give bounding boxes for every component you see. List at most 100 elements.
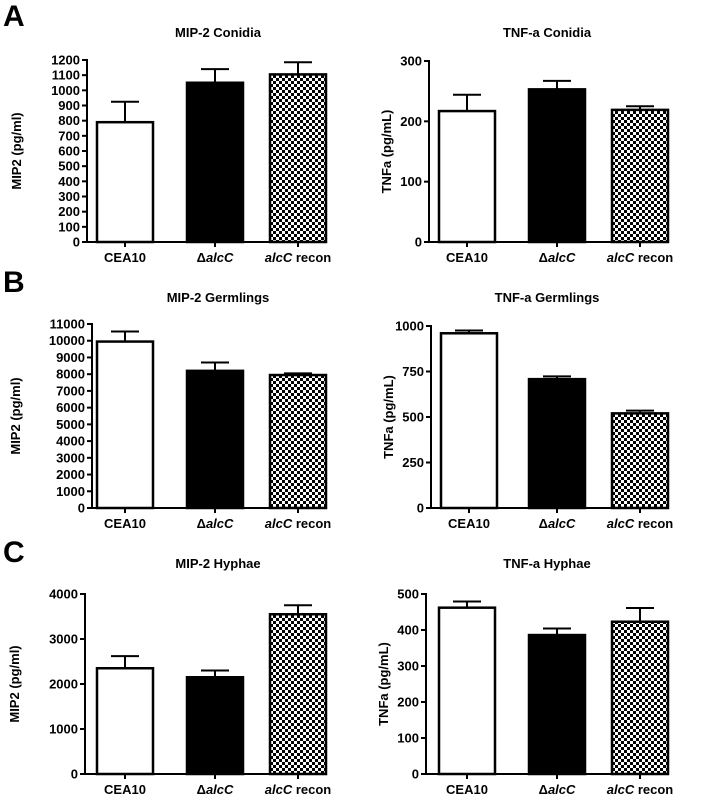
bar-dalcc — [527, 88, 587, 244]
bar-dalcc — [527, 633, 587, 776]
bar-dalcc — [527, 377, 587, 510]
chart-title: MIP-2 Conidia — [175, 25, 262, 40]
y-tick-label: 900 — [58, 98, 80, 113]
y-tick-label: 10000 — [49, 333, 85, 348]
chart-title: TNF-a Germlings — [495, 290, 600, 305]
bar-alcc-recon — [268, 73, 328, 244]
x-tick-label-dalcc: ΔalcC — [197, 516, 234, 531]
x-tick-label-cea10: CEA10 — [104, 516, 146, 531]
chart-title: MIP-2 Germlings — [167, 290, 270, 305]
y-tick-label: 750 — [402, 364, 424, 379]
y-tick-label: 700 — [58, 128, 80, 143]
y-axis-label: MIP2 (pg/ml) — [7, 645, 22, 722]
y-tick-label: 11000 — [50, 317, 85, 332]
y-tick-label: 4000 — [49, 587, 78, 602]
x-tick-label-alcc-recon: alcC recon — [265, 250, 332, 265]
y-tick-label: 1000 — [56, 484, 85, 499]
y-tick-label: 0 — [412, 767, 419, 782]
x-tick-label-alcc-recon: alcC recon — [607, 516, 674, 531]
y-axis-label: TNFa (pg/mL) — [381, 375, 396, 459]
y-tick-label: 1000 — [49, 722, 78, 737]
chart-4: MIP-2 Hyphae MIP2 (pg/ml) 0 1000 2000 3000 400… — [7, 556, 331, 797]
bar-alcc-recon — [610, 620, 670, 776]
y-axis-label: MIP2 (pg/ml) — [8, 377, 23, 454]
y-tick-label: 600 — [58, 144, 80, 159]
bar-alcc-recon — [268, 613, 328, 776]
bar-cea10 — [95, 340, 155, 510]
bar-cea10 — [437, 606, 497, 776]
bar-dalcc — [185, 676, 245, 776]
y-axis-label: TNFa (pg/mL) — [379, 110, 394, 194]
y-tick-label: 200 — [58, 204, 80, 219]
y-tick-label: 3000 — [49, 632, 78, 647]
y-tick-label: 1100 — [52, 68, 80, 83]
bar-alcc-recon — [610, 412, 670, 510]
bar-alcc-recon — [268, 373, 328, 510]
y-tick-label: 100 — [58, 219, 80, 234]
y-tick-label: 200 — [397, 695, 419, 710]
y-tick-label: 1200 — [51, 53, 80, 68]
x-tick-label-alcc-recon: alcC recon — [607, 250, 674, 265]
x-tick-label-alcc-recon: alcC recon — [265, 516, 332, 531]
y-tick-label: 0 — [78, 501, 85, 516]
y-tick-label: 1000 — [395, 319, 424, 334]
x-tick-label-dalcc: ΔalcC — [539, 782, 576, 797]
bar-alcc-recon — [610, 108, 670, 244]
y-tick-label: 800 — [58, 113, 80, 128]
y-tick-label: 2000 — [49, 677, 78, 692]
chart-1: TNF-a Conidia TNFa (pg/mL) 0 100 200 300 CEA10… — [379, 25, 673, 265]
y-tick-label: 500 — [397, 587, 419, 602]
y-tick-label: 100 — [397, 731, 419, 746]
x-tick-label-cea10: CEA10 — [104, 250, 146, 265]
x-tick-label-cea10: CEA10 — [448, 516, 490, 531]
y-tick-label: 300 — [400, 54, 422, 69]
x-tick-label-alcc-recon: alcC recon — [607, 782, 674, 797]
chart-title: TNF-a Conidia — [503, 25, 592, 40]
y-tick-label: 250 — [402, 455, 424, 470]
y-axis-label: TNFa (pg/mL) — [376, 642, 391, 726]
chart-title: TNF-a Hyphae — [503, 556, 590, 571]
y-tick-label: 9000 — [56, 350, 85, 365]
y-tick-label: 0 — [415, 235, 422, 250]
x-tick-label-dalcc: ΔalcC — [197, 782, 234, 797]
x-tick-label-dalcc: ΔalcC — [539, 516, 576, 531]
y-tick-label: 4000 — [56, 434, 85, 449]
panel-label-a: A — [3, 0, 25, 33]
x-tick-label-alcc-recon: alcC recon — [265, 782, 332, 797]
y-tick-label: 400 — [58, 174, 80, 189]
x-tick-label-dalcc: ΔalcC — [539, 250, 576, 265]
chart-title: MIP-2 Hyphae — [175, 556, 260, 571]
y-tick-label: 0 — [71, 767, 78, 782]
y-axis-label: MIP2 (pg/ml) — [9, 112, 24, 189]
x-tick-label-cea10: CEA10 — [104, 782, 146, 797]
y-tick-label: 300 — [397, 659, 419, 674]
y-tick-label: 500 — [58, 159, 80, 174]
y-tick-label: 500 — [402, 410, 424, 425]
y-tick-label: 8000 — [56, 367, 85, 382]
y-tick-label: 5000 — [56, 417, 85, 432]
panel-label-b: B — [3, 266, 25, 299]
panel-label-c: C — [3, 536, 25, 569]
y-tick-label: 0 — [417, 501, 424, 516]
y-tick-label: 7000 — [56, 383, 85, 398]
y-tick-label: 100 — [400, 174, 422, 189]
bar-cea10 — [95, 667, 155, 776]
y-tick-label: 6000 — [56, 400, 85, 415]
bar-cea10 — [439, 332, 499, 510]
y-tick-label: 300 — [58, 189, 80, 204]
bar-cea10 — [95, 120, 155, 244]
chart-0: MIP-2 Conidia MIP2 (pg/ml) 010020030040050… — [9, 25, 331, 265]
y-tick-label: 0 — [73, 235, 80, 250]
bar-dalcc — [185, 369, 245, 510]
chart-3: TNF-a Germlings TNFa (pg/mL) 0 250 500 750 100… — [381, 290, 673, 531]
chart-5: TNF-a Hyphae TNFa (pg/mL) 0 100 200 300 400 500… — [376, 556, 673, 797]
bar-cea10 — [437, 109, 497, 244]
bar-dalcc — [185, 81, 245, 244]
y-tick-label: 3000 — [56, 450, 85, 465]
y-tick-label: 1000 — [51, 83, 80, 98]
chart-2: MIP-2 Germlings MIP2 (pg/ml) 0 1000 2000 3000… — [8, 290, 331, 531]
y-tick-label: 2000 — [56, 467, 85, 482]
x-tick-label-dalcc: ΔalcC — [197, 250, 234, 265]
